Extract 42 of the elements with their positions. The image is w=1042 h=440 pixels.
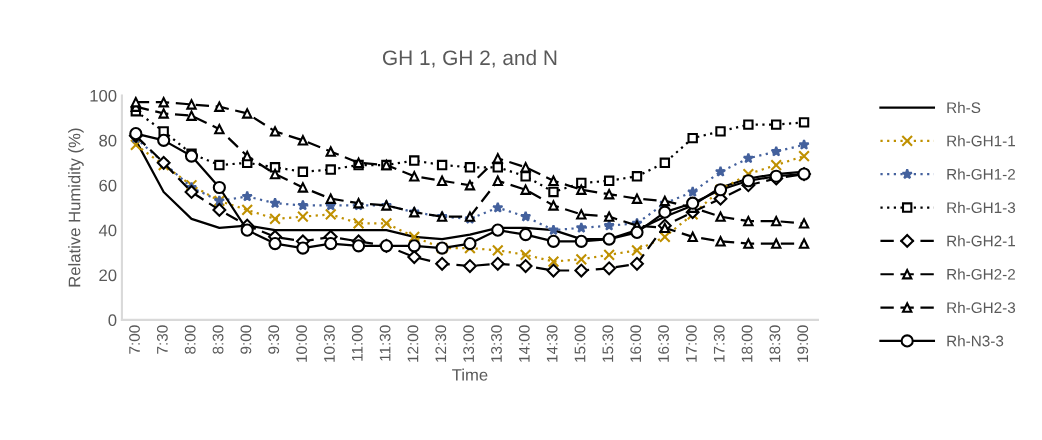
x-tick-label: 17:30 — [713, 325, 725, 362]
legend-label: Rh-N3-3 — [947, 335, 1004, 347]
x-tick-label: 10:30 — [324, 325, 335, 362]
x-tick-label: 13:00 — [463, 325, 475, 362]
x-tick-label: 18:00 — [741, 325, 753, 362]
x-tick-label: 7:00 — [129, 325, 140, 354]
x-tick-label: 7:30 — [156, 325, 168, 354]
chart-title: GH 1, GH 2, and N — [383, 49, 557, 68]
y-tick-label: 40 — [98, 224, 117, 237]
x-tick-label: 14:00 — [518, 325, 530, 362]
y-tick-label: 60 — [99, 179, 117, 192]
x-tick-label: 8:30 — [212, 325, 224, 354]
x-tick-label: 8:00 — [184, 325, 196, 354]
y-axis-title: Relative Humidity (%) — [68, 128, 84, 287]
legend-label: Rh-GH1-1 — [947, 135, 1016, 147]
y-tick-label: 0 — [108, 314, 117, 327]
x-tick-label: 11:30 — [379, 325, 391, 361]
x-tick-label: 15:30 — [602, 325, 614, 362]
x-tick-label: 9:30 — [268, 325, 280, 354]
legend-label: Rh-GH1-2 — [947, 168, 1015, 180]
x-tick-label: 9:00 — [240, 325, 252, 354]
x-tick-label: 18:30 — [769, 325, 781, 362]
x-tick-label: 13:30 — [491, 325, 502, 362]
legend-label: Rh-GH2-3 — [947, 301, 1016, 314]
y-tick-label: 20 — [99, 269, 117, 282]
x-tick-label: 14:30 — [546, 325, 558, 362]
x-tick-label: 11:00 — [351, 325, 363, 361]
x-tick-label: 16:00 — [630, 325, 642, 362]
x-tick-label: 17:00 — [685, 325, 697, 362]
y-tick-label: 100 — [90, 89, 117, 102]
x-tick-label: 19:00 — [797, 325, 809, 362]
x-tick-label: 12:00 — [407, 325, 419, 362]
x-tick-label: 12:30 — [435, 325, 447, 362]
x-tick-label: 15:00 — [574, 325, 586, 362]
legend-label: Rh-GH2-2 — [947, 268, 1015, 280]
legend-label: Rh-GH2-1 — [947, 235, 1016, 247]
y-tick-label: 80 — [99, 134, 117, 147]
legend-label: Rh-GH1-3 — [947, 201, 1016, 214]
x-tick-label: 10:00 — [296, 325, 307, 362]
x-axis-title: Time — [452, 368, 488, 381]
x-tick-label: 16:30 — [658, 325, 669, 362]
legend-label: Rh-S — [947, 101, 981, 114]
